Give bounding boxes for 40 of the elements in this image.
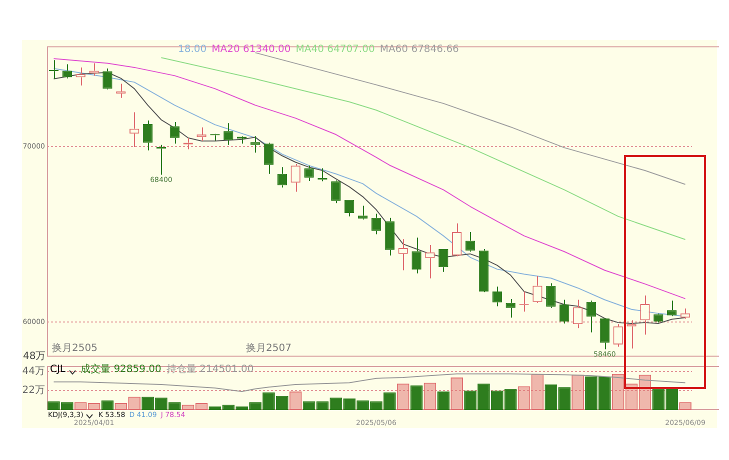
candlestick xyxy=(572,299,583,329)
candlestick xyxy=(102,68,112,89)
annotation: 换月2507 xyxy=(246,343,292,354)
y-tick-label: 22万 xyxy=(22,385,45,396)
candlestick xyxy=(384,217,394,256)
bar xyxy=(396,384,410,410)
candlestick xyxy=(613,324,623,348)
candlestick xyxy=(290,164,300,192)
candlestick xyxy=(600,318,610,350)
candlestick xyxy=(478,248,489,292)
candlestick xyxy=(506,298,516,318)
y-tick-label: 44万 xyxy=(22,366,45,377)
bar xyxy=(572,374,584,410)
candlestick xyxy=(425,244,435,279)
candlestick xyxy=(626,320,636,350)
bar xyxy=(424,382,436,410)
text: 成交量 92859.00 xyxy=(80,364,162,375)
text: 48万 xyxy=(23,351,46,362)
candlestick xyxy=(130,112,140,148)
series-label: 持仓量 214501.00 xyxy=(166,364,254,375)
candlestick xyxy=(156,144,166,176)
annotation: CJL xyxy=(50,364,66,375)
candlestick xyxy=(532,276,542,304)
candlestick xyxy=(412,237,422,274)
candlestick xyxy=(250,136,260,154)
text: MA60 67846.66 xyxy=(380,44,459,55)
candlestick xyxy=(640,295,650,336)
text: MA20 61340.00 xyxy=(212,44,291,55)
bar xyxy=(450,377,464,410)
candlestick xyxy=(438,248,448,272)
candlestick xyxy=(142,120,153,151)
candlestick xyxy=(264,142,274,174)
bar xyxy=(410,385,423,410)
annotation: 换月2505 xyxy=(52,343,98,354)
candlestick xyxy=(76,66,86,86)
text: MA40 64707.00 xyxy=(296,44,375,55)
text: 18.00 xyxy=(178,44,207,55)
candlestick xyxy=(546,282,556,308)
candlestick xyxy=(358,205,368,220)
candlestick xyxy=(560,299,570,324)
